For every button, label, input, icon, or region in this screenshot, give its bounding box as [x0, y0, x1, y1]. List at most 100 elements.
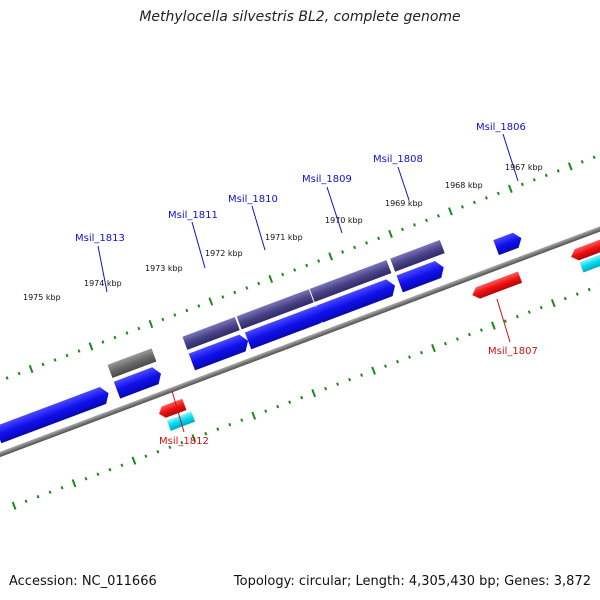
upper-ruler-tick: [377, 236, 381, 241]
genome-summary-text: Topology: circular; Length: 4,305,430 bp…: [233, 574, 591, 589]
accession-text: Accession: NC_011666: [9, 574, 157, 589]
gene-bar-msil-1810[interactable]: [236, 289, 314, 330]
leader-msil-1810: [251, 205, 266, 251]
gene-bar-msil-1811[interactable]: [182, 317, 240, 350]
lower-ruler-tick: [408, 355, 411, 359]
upper-ruler-tick: [101, 340, 105, 344]
upper-ruler-tick: [425, 218, 428, 223]
gene-label-msil-1808[interactable]: Msil_1808: [373, 154, 423, 165]
tick-label-1969: 1969 kbp: [385, 199, 423, 208]
tick-label-1971: 1971 kbp: [265, 233, 303, 242]
lower-ruler-tick: [120, 463, 124, 467]
gene-bar-msil-1813[interactable]: [107, 348, 157, 378]
lower-ruler-tick: [431, 344, 436, 353]
cds-reverse-right-edge[interactable]: [569, 233, 600, 262]
lower-ruler-tick: [71, 479, 77, 488]
upper-ruler-tick: [161, 317, 165, 322]
cds-forward-msil-1810[interactable]: [244, 304, 327, 350]
cds-reverse-msil-1807[interactable]: [470, 271, 523, 301]
upper-ruler-tick: [413, 223, 416, 227]
lower-ruler-tick: [96, 472, 100, 476]
lower-ruler-tick: [36, 494, 40, 499]
upper-ruler-tick: [508, 184, 513, 193]
lower-ruler-tick: [384, 364, 388, 368]
upper-ruler-tick: [53, 358, 57, 362]
gene-label-msil-1811[interactable]: Msil_1811: [168, 210, 218, 221]
lower-ruler-tick: [168, 445, 172, 449]
lower-ruler-tick: [251, 411, 257, 420]
upper-ruler-tick: [401, 227, 404, 232]
upper-ruler-tick: [268, 274, 274, 284]
lower-ruler-tick: [348, 377, 352, 382]
lower-ruler-tick: [11, 501, 17, 510]
upper-ruler-tick: [17, 371, 21, 376]
lower-ruler: [11, 283, 600, 510]
gene-label-msil-1812[interactable]: Msil_1812: [159, 436, 209, 447]
leader-msil-1808: [397, 166, 410, 201]
ruler-labels: 1967 kbp 1968 kbp 1969 kbp 1970 kbp 1971…: [23, 163, 543, 302]
upper-ruler-tick: [77, 349, 81, 353]
lower-ruler-tick: [216, 427, 220, 431]
tick-label-1972: 1972 kbp: [205, 249, 243, 258]
gene-label-msil-1809[interactable]: Msil_1809: [302, 174, 352, 185]
upper-ruler-tick: [328, 252, 333, 261]
gene-bar-msil-1808[interactable]: [390, 239, 445, 272]
upper-ruler-tick: [148, 319, 154, 329]
leader-msil-1809: [326, 186, 343, 234]
lower-ruler-tick: [144, 454, 148, 458]
cds-forward-msil-1806[interactable]: [493, 231, 524, 256]
upper-ruler-tick: [592, 155, 596, 160]
gene-label-msil-1810[interactable]: Msil_1810: [228, 194, 278, 205]
cds-forward-msil-1809[interactable]: [316, 277, 398, 323]
upper-ruler-tick: [293, 268, 297, 272]
upper-ruler-tick: [460, 205, 464, 209]
cds-forward-1813-region[interactable]: [0, 385, 112, 444]
upper-ruler-tick: [448, 207, 453, 216]
leader-msil-1806: [502, 133, 519, 182]
upper-ruler-tick: [281, 272, 285, 277]
genome-backbone: [0, 207, 600, 466]
upper-ruler-tick: [437, 214, 440, 218]
upper-ruler-tick: [496, 191, 500, 196]
gene-label-msil-1813[interactable]: Msil_1813: [75, 233, 125, 244]
upper-ruler-tick: [233, 290, 237, 295]
lower-ruler-tick: [228, 422, 232, 427]
lower-ruler-tick: [515, 314, 519, 319]
upper-ruler-tick: [125, 331, 129, 335]
upper-ruler-tick: [317, 259, 321, 263]
cds-forward-msil-1813[interactable]: [113, 365, 164, 399]
upper-ruler-tick: [556, 169, 560, 173]
lower-ruler-tick: [156, 449, 160, 454]
leader-msil-1812: [171, 390, 185, 433]
lower-ruler-tick: [204, 431, 208, 436]
cds-forward-msil-1811[interactable]: [188, 332, 251, 371]
map-title: Methylocella silvestris BL2, complete ge…: [139, 9, 461, 25]
lower-ruler-tick: [276, 404, 280, 409]
upper-ruler-tick: [185, 308, 189, 313]
lower-ruler-tick: [311, 389, 316, 398]
lower-ruler-tick: [563, 296, 567, 301]
lower-ruler-tick: [84, 476, 88, 481]
upper-ruler-tick: [113, 335, 117, 340]
upper-ruler-tick: [341, 250, 345, 254]
tick-label-1973: 1973 kbp: [145, 264, 183, 273]
upper-ruler-tick: [137, 326, 141, 331]
leader-msil-1807: [496, 298, 511, 343]
lower-ruler-tick: [191, 434, 197, 443]
cds-forward-msil-1808[interactable]: [396, 259, 447, 293]
lower-ruler-tick: [24, 499, 28, 503]
gene-bar-msil-1809[interactable]: [309, 260, 392, 302]
upper-ruler-tick: [65, 353, 69, 358]
cds-reverse-msil-1812[interactable]: [157, 398, 187, 420]
upper-ruler-tick: [173, 313, 177, 317]
upper-ruler-tick: [484, 196, 488, 200]
upper-ruler-tick: [520, 182, 524, 187]
lower-ruler-tick: [240, 418, 244, 422]
gene-label-msil-1807[interactable]: Msil_1807: [488, 346, 538, 357]
upper-ruler-tick: [305, 263, 309, 268]
rna-feature-right-edge[interactable]: [579, 246, 600, 273]
lower-ruler-tick: [180, 440, 184, 445]
gene-labels: Msil_1806 Msil_1807 Msil_1808 Msil_1809 …: [75, 122, 538, 447]
upper-ruler-tick: [567, 162, 573, 171]
gene-label-msil-1806[interactable]: Msil_1806: [476, 122, 526, 133]
